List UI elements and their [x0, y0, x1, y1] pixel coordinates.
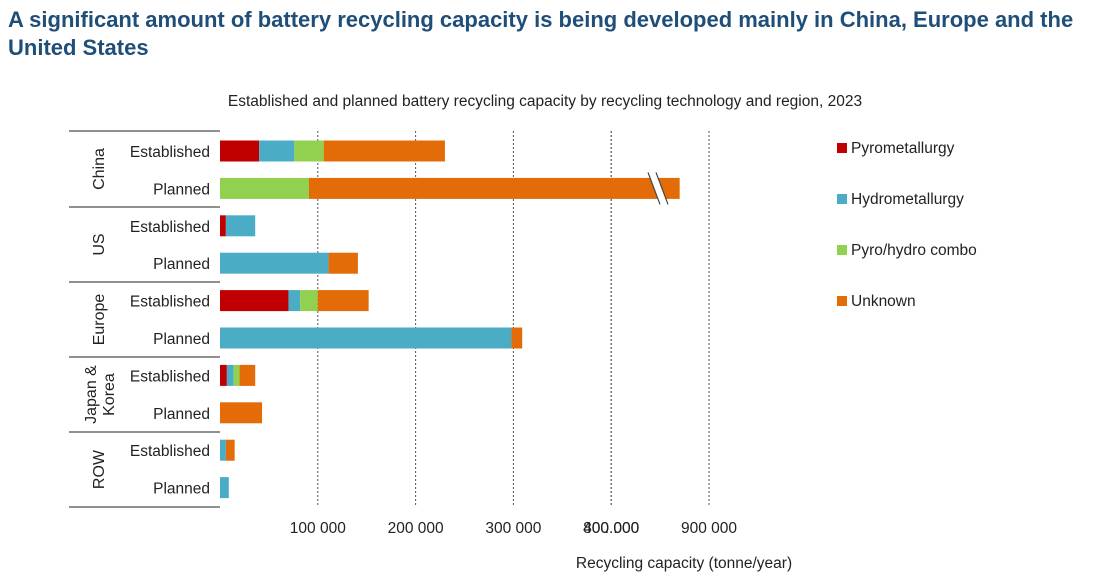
- bar-segment: [220, 140, 260, 162]
- bar-segment: [220, 439, 226, 461]
- bar-segment: [226, 364, 234, 386]
- legend-label: Pyrometallurgy: [851, 140, 955, 157]
- bar-segment: [259, 140, 295, 162]
- row-label: Established: [130, 294, 210, 311]
- bar-segment: [300, 290, 318, 312]
- bar-segment: [233, 364, 240, 386]
- row-label: Planned: [153, 481, 210, 498]
- page-headline: A significant amount of battery recyclin…: [8, 7, 1074, 60]
- group-label: Europe: [91, 294, 108, 346]
- bar-segment: [220, 477, 229, 499]
- bar-segment: [328, 252, 358, 274]
- x-tick-label: 300 000: [485, 520, 541, 537]
- row-label: Planned: [153, 256, 210, 273]
- x-axis-label: Recycling capacity (tonne/year): [576, 555, 792, 572]
- bar-segment: [220, 215, 226, 237]
- x-tick-label: 200 000: [388, 520, 444, 537]
- x-tick-label: 100 000: [290, 520, 346, 537]
- row-label: Established: [130, 144, 210, 161]
- row-label: Established: [130, 368, 210, 385]
- row-label: Established: [130, 219, 210, 236]
- bar-segment: [220, 252, 329, 274]
- bar-segment: [220, 177, 309, 199]
- bar-segment: [308, 177, 680, 199]
- x-tick-label: 400 000: [583, 520, 639, 537]
- legend-swatch: [837, 194, 847, 204]
- row-label: Planned: [153, 406, 210, 423]
- bar-segment: [225, 215, 256, 237]
- x-tick-label: 800 000: [583, 520, 639, 537]
- row-label: Planned: [153, 331, 210, 348]
- bar-segment: [220, 402, 263, 424]
- legend-label: Hydrometallurgy: [851, 191, 964, 208]
- axis-break-label: ...: [605, 520, 618, 537]
- group-label: Japan &: [83, 365, 100, 424]
- chart-title: Established and planned battery recyclin…: [228, 93, 862, 110]
- legend-label: Pyro/hydro combo: [851, 242, 977, 259]
- legend-swatch: [837, 296, 847, 306]
- bar-segment: [317, 290, 369, 312]
- bar-segment: [220, 327, 512, 349]
- legend-swatch: [837, 245, 847, 255]
- group-label: US: [91, 233, 108, 255]
- bar-segment: [323, 140, 445, 162]
- bar-segment: [220, 364, 227, 386]
- axis-break-gap: [648, 172, 668, 205]
- row-label: Established: [130, 443, 210, 460]
- group-label: ROW: [91, 449, 108, 489]
- bar-segment: [288, 290, 301, 312]
- axis-break-mark: [655, 172, 669, 205]
- group-label: China: [91, 148, 108, 190]
- legend-label: Unknown: [851, 293, 916, 310]
- axis-break-mark: [647, 172, 661, 205]
- bar-segment: [294, 140, 324, 162]
- row-label: Planned: [153, 181, 210, 198]
- legend-swatch: [837, 143, 847, 153]
- group-label: Korea: [101, 373, 118, 416]
- bar-segment: [239, 364, 256, 386]
- x-tick-label: 900 000: [681, 520, 737, 537]
- bar-segment: [225, 439, 235, 461]
- bar-segment: [511, 327, 523, 349]
- bar-segment: [220, 290, 289, 312]
